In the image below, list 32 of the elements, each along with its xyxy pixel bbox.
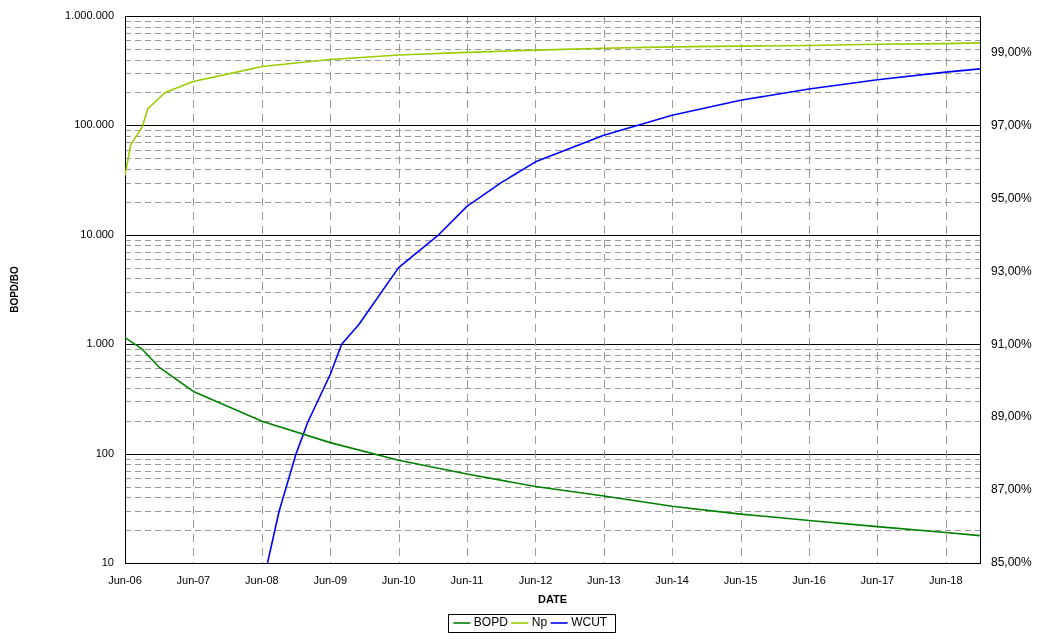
y2-tick-label: 97,00% [991, 117, 1033, 132]
x-tick-label: Jun-16 [792, 573, 826, 586]
y-tick-label: 1.000 [86, 337, 114, 350]
y-tick-label: 10 [101, 556, 114, 569]
legend-label: Np [531, 615, 548, 630]
x-tick-label: Jun-08 [245, 573, 279, 586]
x-tick-label: Jun-12 [518, 573, 553, 586]
y2-tick-label: 89,00% [991, 409, 1033, 424]
y2-tick-label: 99,00% [991, 44, 1033, 59]
x-tick-label: Jun-11 [450, 573, 484, 586]
x-tick-label: Jun-06 [108, 573, 142, 586]
y-axis-title: BOPD/BO [8, 265, 20, 313]
y2-tick-label: 91,00% [991, 336, 1033, 351]
legend-label: WCUT [571, 615, 608, 630]
x-tick-label: Jun-09 [313, 573, 348, 586]
y-tick-label: 10.000 [80, 227, 114, 240]
y-tick-label: 100.000 [74, 118, 114, 131]
y2-tick-label: 87,00% [991, 482, 1033, 497]
x-axis-title: DATE [537, 593, 568, 606]
y2-tick-label: 85,00% [991, 555, 1033, 570]
x-tick-label: Jun-15 [723, 573, 758, 586]
x-tick-label: Jun-14 [655, 573, 689, 586]
legend-label: BOPD [473, 615, 509, 630]
y-tick-label: 100 [95, 446, 114, 459]
y2-tick-label: 93,00% [991, 263, 1033, 278]
x-tick-label: Jun-07 [176, 573, 211, 586]
x-tick-label: Jun-10 [381, 573, 416, 586]
x-tick-label: Jun-17 [860, 573, 895, 586]
x-tick-label: Jun-18 [928, 573, 963, 586]
y-tick-label: 1.000.000 [65, 9, 114, 22]
x-tick-label: Jun-13 [586, 573, 621, 586]
y2-tick-label: 95,00% [991, 190, 1033, 205]
